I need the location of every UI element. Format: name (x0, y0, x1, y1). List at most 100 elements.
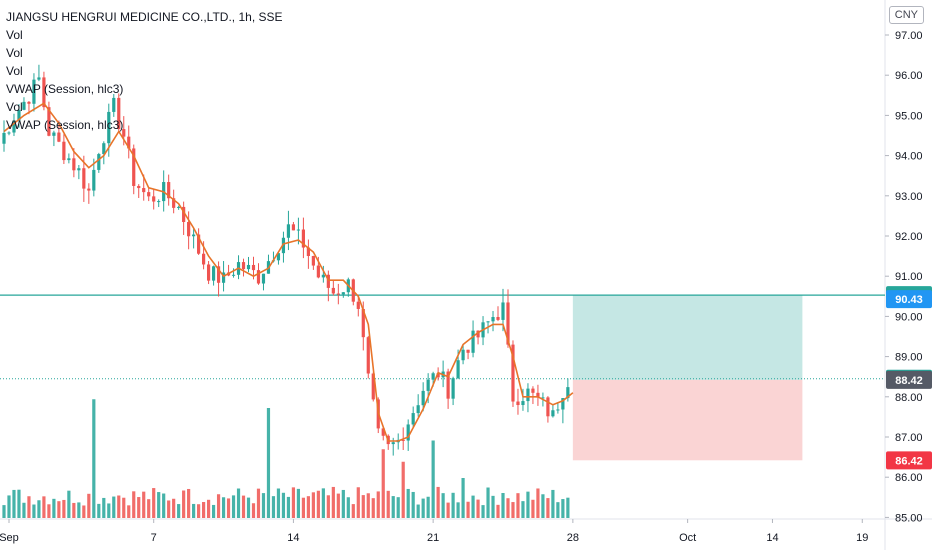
candle-body (142, 188, 146, 193)
volume-bar (82, 505, 86, 518)
candle-body (112, 97, 116, 112)
price-tick-label: 95.00 (895, 110, 923, 122)
volume-bar (112, 496, 116, 518)
volume-bar (291, 487, 296, 518)
volume-bar (511, 502, 515, 518)
candle-body (32, 79, 36, 104)
volume-bar (406, 488, 410, 518)
price-tag (886, 451, 932, 470)
volume-bar (401, 461, 405, 518)
candle-body (461, 349, 465, 361)
volume-bar (441, 493, 445, 518)
candle-body (496, 317, 500, 320)
candle-body (286, 224, 291, 238)
candle-body (206, 264, 211, 281)
vwap-line (3, 102, 574, 442)
currency-button[interactable]: CNY (888, 6, 924, 24)
candle-body (37, 77, 41, 80)
candle-body (521, 401, 525, 406)
volume-bar (461, 478, 465, 518)
candle-body (366, 337, 370, 374)
legend-vol-1[interactable]: Vol (6, 28, 23, 42)
legend-vwap-2[interactable]: VWAP (Session, hlc3) (6, 118, 124, 132)
volume-bar (132, 491, 136, 518)
volume-bar (187, 488, 191, 518)
volume-bar (341, 489, 345, 518)
legend-vol-3[interactable]: Vol (6, 64, 23, 78)
volume-bar (276, 488, 281, 518)
chart-legend: JIANGSU HENGRUI MEDICINE CO.,LTD., 1h, S… (6, 8, 283, 134)
volume-bar (486, 487, 490, 518)
volume-bar (231, 495, 236, 518)
candle-body (7, 132, 11, 134)
volume-bar (371, 498, 375, 518)
candle-body (256, 270, 261, 284)
candle-body (546, 397, 550, 417)
candle-body (436, 373, 440, 378)
price-tick-label: 92.00 (895, 231, 923, 243)
candle-body (361, 308, 365, 338)
price-tick-label: 90.00 (895, 311, 923, 323)
candle-body (516, 401, 520, 406)
candle-body (566, 387, 570, 399)
legend-vol-2[interactable]: Vol (6, 46, 23, 60)
candle-body (122, 129, 126, 137)
candle-body (117, 97, 121, 130)
volume-bar (117, 495, 121, 518)
candle-body (102, 143, 106, 155)
price-tick-label: 89.00 (895, 352, 923, 364)
volume-bar (226, 498, 231, 518)
legend-vol-4[interactable]: Vol (6, 100, 23, 114)
volume-bar (211, 504, 216, 518)
volume-bar (501, 493, 505, 518)
candle-body (62, 141, 66, 161)
candle-body (416, 405, 420, 414)
candle-body (326, 274, 330, 288)
candle-body (331, 287, 335, 294)
volume-bar (301, 497, 305, 518)
volume-bar (202, 502, 206, 518)
volume-bar (251, 503, 256, 518)
volume-bar (92, 399, 96, 518)
price-tick-label: 87.00 (895, 432, 923, 444)
candle-body (341, 292, 345, 295)
volume-bar (122, 497, 126, 518)
candle-body (187, 221, 191, 237)
loss-zone[interactable] (572, 379, 803, 461)
candle-body (541, 397, 545, 399)
candle-body (311, 256, 315, 266)
volume-bar (32, 504, 36, 518)
profit-zone[interactable] (572, 295, 803, 380)
volume-bar (361, 495, 365, 518)
volume-bar (192, 503, 196, 518)
candle-body (511, 344, 515, 402)
volume-bar (37, 500, 41, 518)
price-tag-label: 86.42 (895, 455, 923, 467)
volume-bar (566, 497, 570, 518)
candle-body (426, 379, 430, 391)
volume-bar (496, 504, 500, 518)
candle-body (12, 120, 16, 133)
volume-bar (152, 488, 156, 518)
candle-body (241, 262, 246, 270)
candle-body (197, 234, 201, 254)
legend-vwap-1[interactable]: VWAP (Session, hlc3) (6, 82, 124, 96)
candle-body (391, 442, 395, 445)
time-tick-label: 28 (567, 532, 579, 544)
symbol-title[interactable]: JIANGSU HENGRUI MEDICINE CO.,LTD., 1h, S… (6, 10, 283, 24)
price-tick-label: 96.00 (895, 70, 923, 82)
volume-bar (531, 499, 535, 518)
candle-body (52, 132, 56, 136)
candle-body (251, 264, 256, 271)
candle-body (97, 154, 101, 170)
volume-bar (381, 449, 385, 518)
price-tick-label: 93.00 (895, 191, 923, 203)
candle-body (401, 439, 405, 441)
volume-bar (311, 492, 315, 518)
volume-bar (17, 489, 21, 518)
volume-bar (551, 489, 555, 518)
candle-body (336, 293, 340, 295)
volume-bar (396, 497, 400, 518)
candle-body (381, 428, 385, 436)
